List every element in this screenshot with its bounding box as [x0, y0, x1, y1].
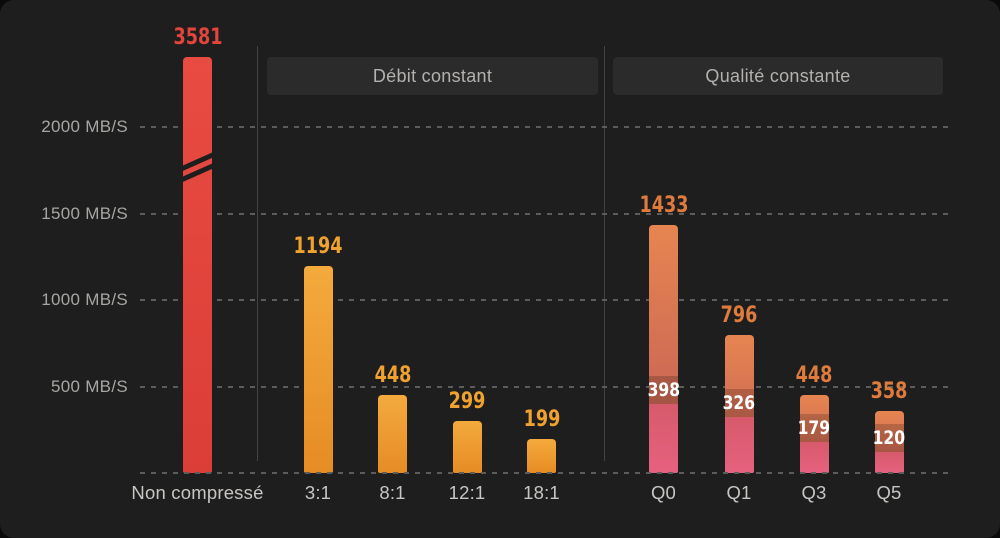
- section-separator-right: [604, 46, 605, 461]
- category-label-q3: Q3: [801, 482, 827, 503]
- bar-inner-value: 179: [797, 417, 831, 440]
- bar-value-label: 448: [795, 363, 833, 389]
- y-axis-tick-1000: 1000 MB/S: [41, 290, 128, 309]
- y-axis-tick-2000: 2000 MB/S: [41, 117, 128, 136]
- bar-inner-label-band: 398: [647, 376, 680, 405]
- gridline-baseline: [140, 472, 948, 474]
- bar-inner-value: 326: [722, 391, 756, 414]
- bar-lower-segment: [874, 452, 904, 473]
- category-label-q1: Q1: [726, 482, 752, 503]
- gridline-2000: [140, 126, 948, 128]
- bar-value-label: 3581: [173, 25, 222, 50]
- category-label-18-1: 18:1: [523, 482, 560, 503]
- category-label-12-1: 12:1: [448, 482, 486, 503]
- bar-q5: 120: [872, 411, 906, 473]
- bar-inner-label-band: 326: [722, 388, 756, 417]
- bar-value-label: 796: [720, 303, 758, 329]
- section-separator-left: [257, 46, 258, 461]
- category-label-8-1: 8:1: [379, 482, 406, 503]
- bar-non-compress-: [183, 57, 212, 473]
- y-axis-tick-500: 500 MB/S: [50, 376, 128, 396]
- bar-lower-segment: [724, 416, 754, 473]
- gridline-1000: [140, 299, 948, 301]
- category-label-q0: Q0: [650, 482, 677, 503]
- bar-18-1: [527, 438, 556, 473]
- bar-lower-segment: [799, 442, 829, 473]
- section-header-qualite-constante: Qualité constante: [613, 57, 943, 95]
- bar-value-label: 299: [448, 389, 486, 415]
- category-label-non-compress-: Non compressé: [131, 482, 264, 503]
- bar-q0: 398: [647, 225, 680, 473]
- bar-12-1: [452, 421, 482, 473]
- gridline-500: [140, 385, 948, 388]
- bar-value-label: 199: [523, 406, 560, 432]
- y-axis-tick-1500: 1500 MB/S: [41, 203, 128, 223]
- bar-3-1: [303, 266, 333, 473]
- category-label-q5: Q5: [876, 482, 902, 503]
- bar-value-label: 1433: [639, 193, 688, 219]
- bar-inner-label-band: 179: [797, 414, 831, 443]
- bar-lower-segment: [649, 404, 678, 473]
- bar-inner-label-band: 120: [872, 424, 906, 453]
- bar-q1: 326: [722, 335, 756, 473]
- bar-inner-value: 120: [872, 427, 906, 450]
- bar-inner-value: 398: [647, 379, 680, 402]
- gridline-1500: [140, 212, 948, 215]
- bar-value-label: 1194: [293, 234, 343, 260]
- section-header-debit-constant: Débit constant: [267, 57, 598, 95]
- category-label-3-1: 3:1: [304, 482, 332, 503]
- bar-value-label: 358: [870, 379, 908, 405]
- bar-q3: 179: [797, 395, 831, 473]
- bar-8-1: [378, 395, 407, 473]
- bar-value-label: 448: [374, 363, 411, 389]
